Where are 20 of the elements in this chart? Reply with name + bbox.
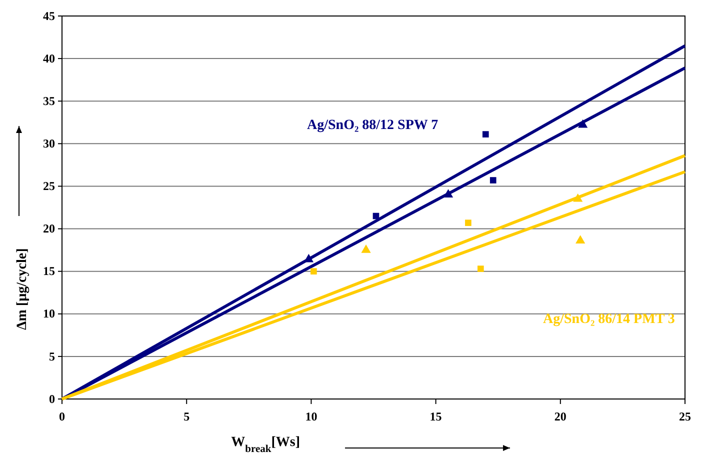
y-axis-title: Δm [µg/cycle] bbox=[15, 248, 30, 330]
y-tick-label: 35 bbox=[43, 94, 55, 108]
y-tick-label: 30 bbox=[43, 136, 55, 151]
y-tick-label: 20 bbox=[43, 222, 55, 236]
x-tick-label: 25 bbox=[679, 410, 691, 424]
y-tick-label: 40 bbox=[43, 51, 55, 66]
x-tick-label: 10 bbox=[305, 410, 318, 424]
annotation: Ag/SnO₂ 86/14 PMT 3 bbox=[543, 312, 675, 327]
x-tick-label: 15 bbox=[430, 410, 442, 424]
x-tick-label: 5 bbox=[184, 410, 190, 424]
y-tick-label: 45 bbox=[43, 8, 55, 23]
y-tick-label: 15 bbox=[43, 264, 55, 278]
y-tick-label: 0 bbox=[49, 392, 55, 406]
x-tick-label: 0 bbox=[59, 410, 65, 424]
annotation: Ag/SnO₂ 88/12 SPW 7 bbox=[307, 118, 438, 133]
y-tick-label: 10 bbox=[43, 306, 55, 321]
y-tick-label: 5 bbox=[49, 349, 55, 364]
x-tick-label: 20 bbox=[554, 410, 566, 424]
x-axis-title: W$_{break}$[Ws] bbox=[231, 435, 300, 454]
y-tick-label: 25 bbox=[43, 179, 55, 194]
